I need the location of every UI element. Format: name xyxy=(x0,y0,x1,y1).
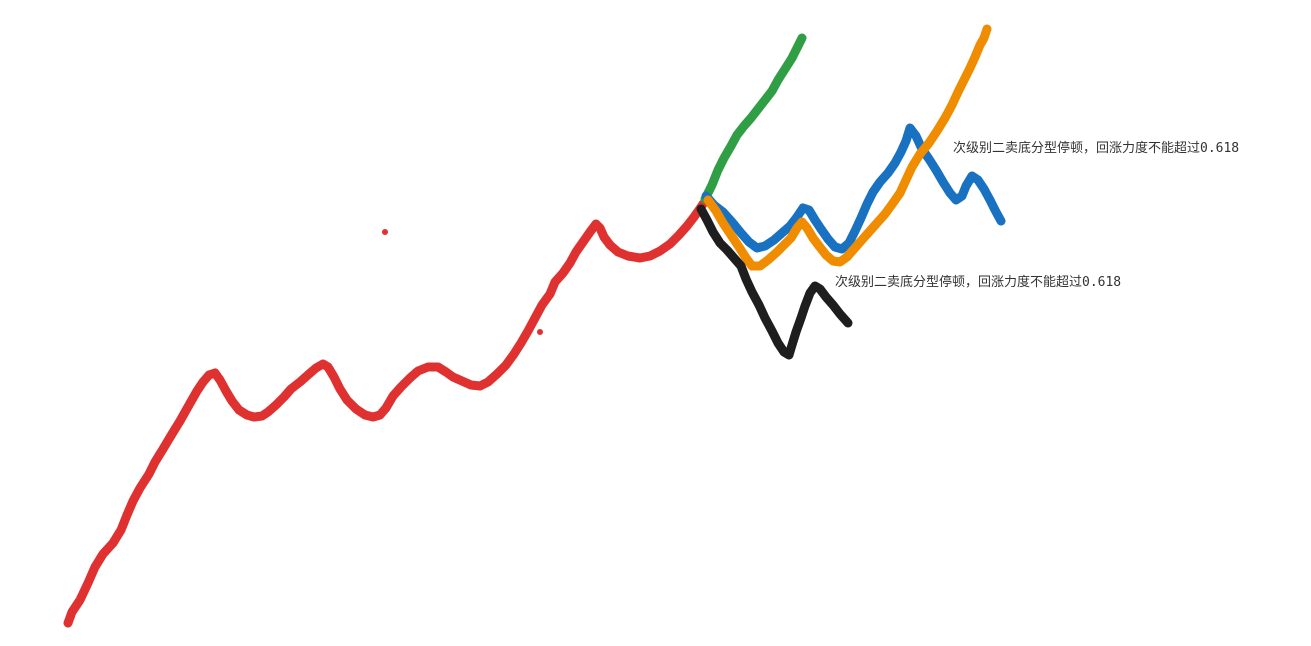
annotation-upper: 次级别二卖底分型停顿，回涨力度不能超过0.618 xyxy=(953,141,1240,156)
green-path xyxy=(700,33,807,204)
annotation-lower: 次级别二卖底分型停顿，回涨力度不能超过0.618 xyxy=(835,275,1122,290)
blue-path xyxy=(701,123,1006,254)
orange-path xyxy=(703,24,992,271)
main-trend-path xyxy=(63,199,708,628)
red-dot xyxy=(382,229,388,235)
red-dot xyxy=(537,329,543,335)
black-path xyxy=(696,204,853,360)
